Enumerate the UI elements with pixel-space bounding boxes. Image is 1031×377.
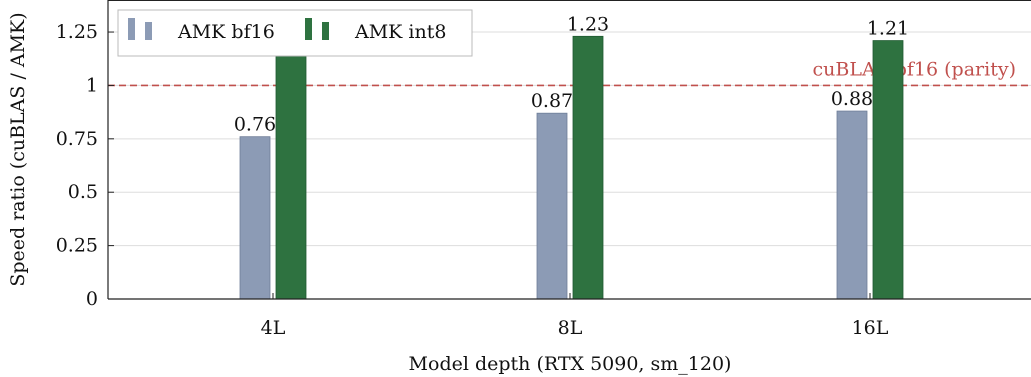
x-axis-label: Model depth (RTX 5090, sm_120) bbox=[409, 353, 732, 375]
bar-amk-int8-16l bbox=[872, 40, 904, 300]
x-tick-label: 8L bbox=[558, 317, 583, 339]
y-tick-label: 1 bbox=[86, 74, 98, 96]
bar-amk-int8-8l bbox=[572, 35, 604, 300]
bar-amk-bf16-8l bbox=[536, 112, 568, 300]
bar-value-label: 1.23 bbox=[567, 13, 609, 35]
y-tick-label: 0.5 bbox=[68, 181, 98, 203]
y-axis-label: Speed ratio (cuBLAS / AMK) bbox=[7, 12, 29, 286]
legend-swatch bbox=[322, 22, 329, 40]
bar-amk-bf16-16l bbox=[836, 110, 868, 300]
legend-swatch bbox=[305, 18, 312, 40]
bars-group bbox=[239, 35, 904, 300]
y-tick-label: 0.75 bbox=[56, 128, 98, 150]
bar-amk-bf16-4l bbox=[239, 136, 271, 300]
x-tick-label: 4L bbox=[261, 317, 286, 339]
legend-swatch bbox=[145, 22, 152, 40]
legend-label: AMK int8 bbox=[354, 21, 446, 43]
y-tick-label: 0 bbox=[86, 288, 98, 310]
y-tick-label: 0.25 bbox=[56, 235, 98, 257]
y-tick-label: 1.25 bbox=[56, 21, 98, 43]
legend-label: AMK bf16 bbox=[177, 21, 275, 43]
legend: AMK bf16 AMK int8 bbox=[117, 9, 473, 57]
legend-swatch bbox=[128, 18, 135, 40]
reference-line-group: cuBLAS bf16 (parity) bbox=[108, 58, 1031, 87]
axes: 0 0.25 0.5 0.75 1 1.25 4L 8L 16L bbox=[56, 0, 1031, 339]
bar-value-label: 0.88 bbox=[831, 88, 873, 110]
bar-value-label: 0.87 bbox=[531, 90, 573, 112]
x-tick-label: 16L bbox=[852, 317, 889, 339]
bar-value-label: 1.21 bbox=[867, 18, 909, 40]
bar-amk-int8-4l bbox=[275, 44, 307, 300]
parity-reference-label: cuBLAS bf16 (parity) bbox=[813, 58, 1017, 80]
bar-value-label: 0.76 bbox=[234, 114, 276, 136]
legend-box bbox=[117, 9, 473, 57]
